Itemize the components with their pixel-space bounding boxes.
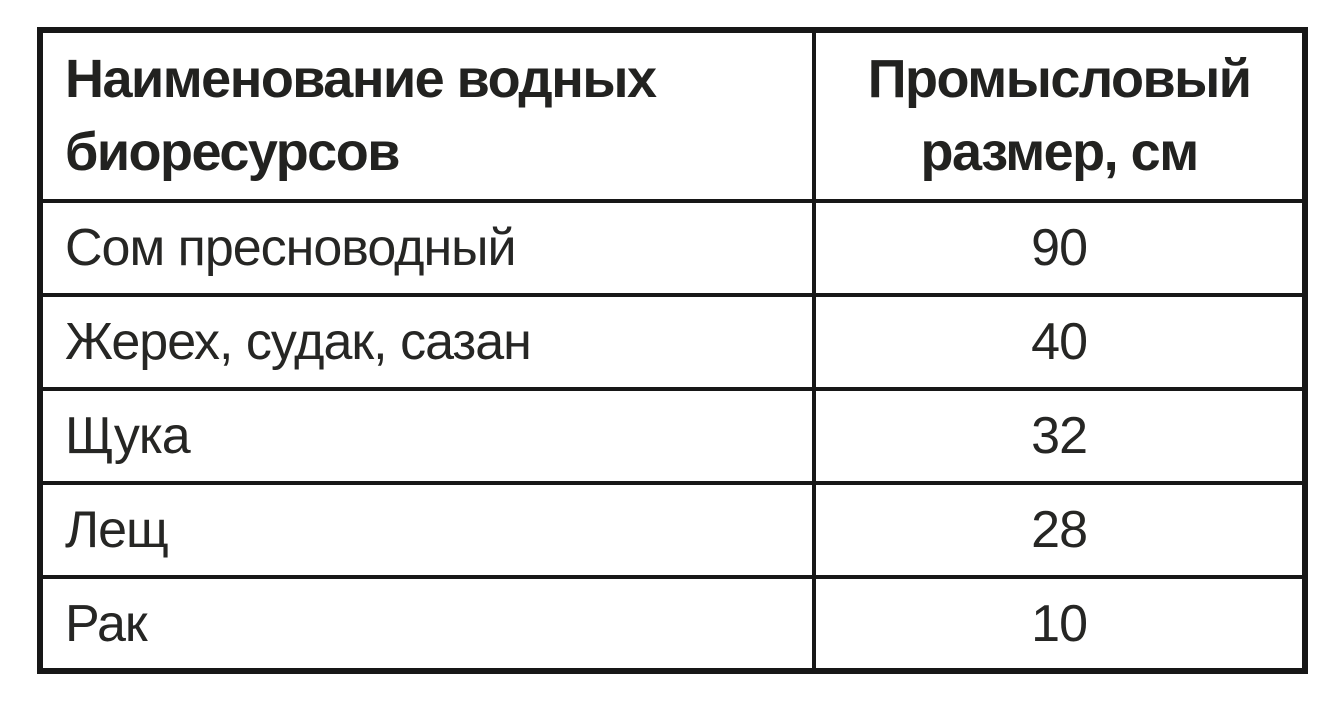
header-row: Наименование водных биоресурсов Промысло… bbox=[37, 28, 1307, 203]
commercial-size-value: 10 bbox=[812, 575, 1307, 673]
bioresource-name: Рак bbox=[37, 575, 817, 673]
table-body: Сом пресноводный 90 Жерех, судак, сазан … bbox=[37, 199, 1307, 673]
table-row: Сом пресноводный 90 bbox=[37, 199, 1307, 297]
bioresource-name: Щука bbox=[37, 387, 817, 485]
fish-size-table: Наименование водных биоресурсов Промысло… bbox=[37, 27, 1308, 674]
bioresource-name: Сом пресноводный bbox=[37, 199, 817, 297]
commercial-size-value: 40 bbox=[812, 293, 1307, 391]
column-header-commercial-size: Промысловый размер, см bbox=[812, 28, 1307, 203]
column-header-bioresource-name: Наименование водных биоресурсов bbox=[37, 28, 817, 203]
commercial-size-value: 90 bbox=[812, 199, 1307, 297]
bioresource-name: Жерех, судак, сазан bbox=[37, 293, 817, 391]
commercial-size-value: 28 bbox=[812, 481, 1307, 579]
table-row: Лещ 28 bbox=[37, 481, 1307, 579]
table-header: Наименование водных биоресурсов Промысло… bbox=[37, 28, 1307, 203]
commercial-size-value: 32 bbox=[812, 387, 1307, 485]
table-row: Щука 32 bbox=[37, 387, 1307, 485]
table-row: Жерех, судак, сазан 40 bbox=[37, 293, 1307, 391]
table-row: Рак 10 bbox=[37, 575, 1307, 673]
bioresource-name: Лещ bbox=[37, 481, 817, 579]
